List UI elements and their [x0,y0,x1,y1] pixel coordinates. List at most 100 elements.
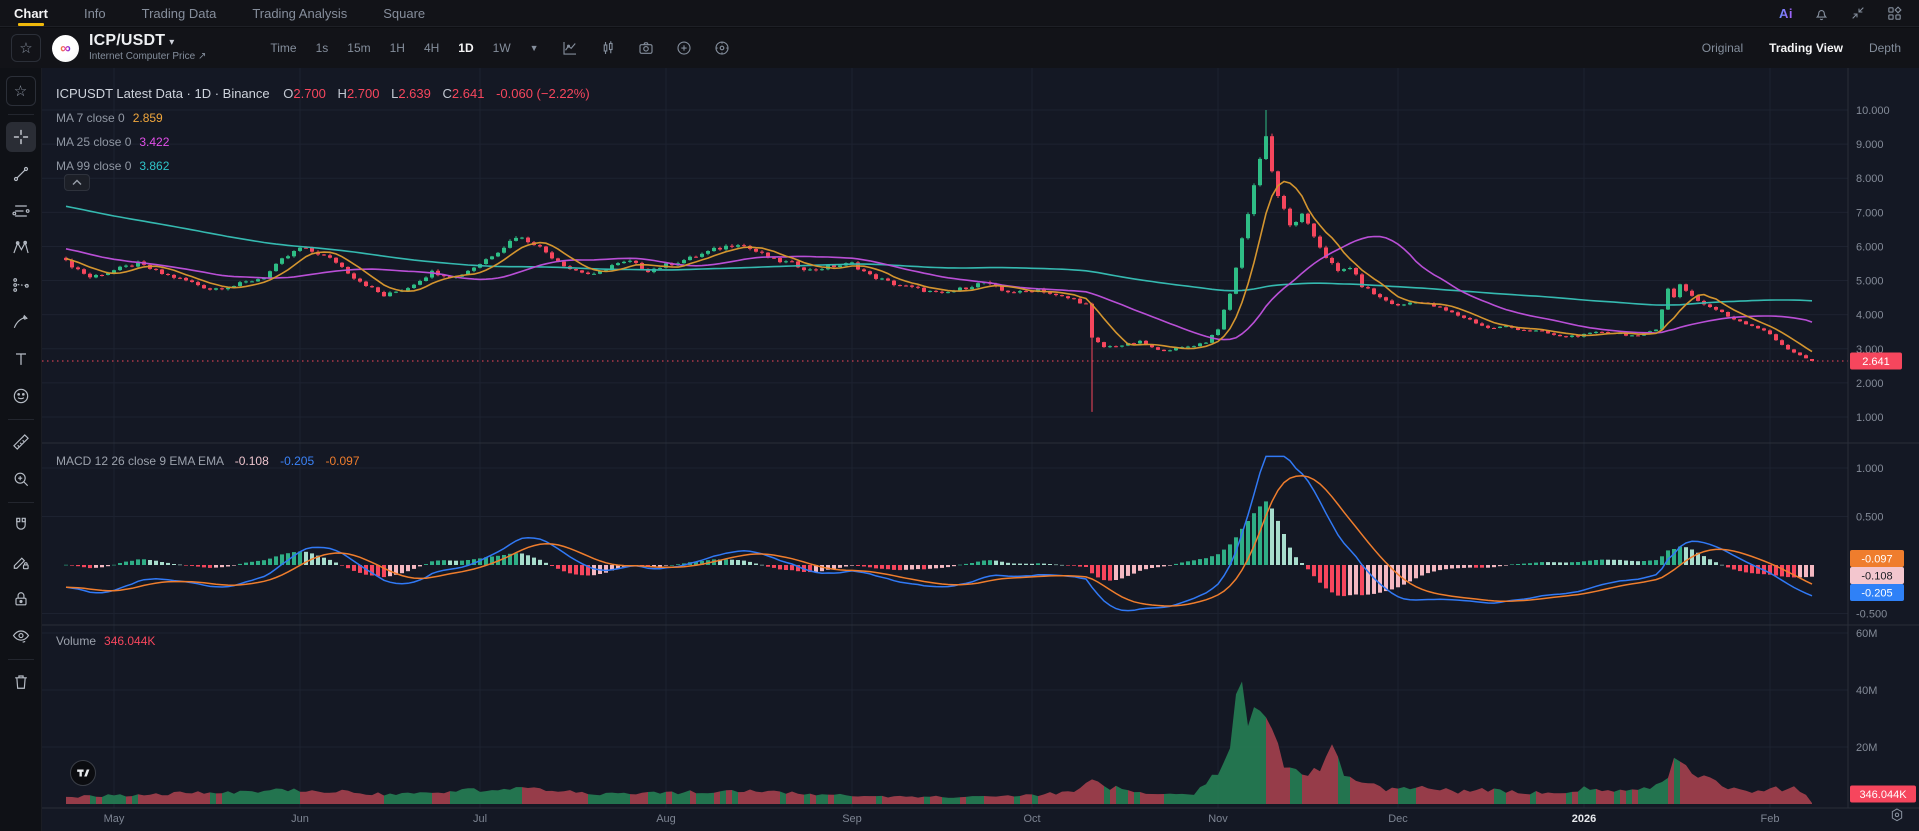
svg-text:20M: 20M [1856,742,1877,754]
chart-canvas[interactable]: 10.0009.0008.0007.0006.0005.0004.0003.00… [42,68,1919,831]
chart-container[interactable]: 10.000 9.000 8.000 7.000 6.000 5.000 4.000 3.00… [42,68,1919,831]
add-indicator-icon[interactable] [675,39,693,57]
svg-text:1.000: 1.000 [1856,463,1884,475]
svg-text:-0.205: -0.205 [1861,588,1892,600]
magnet-tool-icon[interactable] [6,510,36,540]
interval-time[interactable]: Time [270,41,297,55]
collapse-window-icon[interactable] [1850,5,1866,21]
svg-text:6.000: 6.000 [1856,241,1884,253]
axis-badge: 2.641 [1850,352,1902,370]
svg-text:Oct: Oct [1023,813,1040,825]
zoom-in-tool-icon[interactable] [6,464,36,494]
collapse-indicators-button[interactable] [64,174,90,191]
svg-text:Nov: Nov [1208,813,1228,825]
ma99-legend[interactable]: MA 99 close 0 3.862 [56,159,170,173]
ma7-legend[interactable]: MA 7 close 0 2.859 [56,111,163,125]
xabcd-pattern-tool-icon[interactable] [6,233,36,263]
svg-text:346.044K: 346.044K [1859,789,1907,801]
lock-all-tool-icon[interactable] [6,584,36,614]
remove-drawings-trash-icon[interactable] [6,667,36,697]
svg-text:-0.500: -0.500 [1856,609,1887,621]
ohlc-values: O2.700 H2.700 L2.639 C2.641 -0.060 (−2.2… [283,86,590,101]
volume-series [66,681,1812,804]
ruler-tool-icon[interactable] [6,427,36,457]
crosshair-tool-icon[interactable] [5,122,36,152]
symbol-name[interactable]: ICP/USDT [89,32,166,50]
interval-1d[interactable]: 1D [458,41,474,55]
ma7-line [65,180,1813,353]
chart-style-icon[interactable] [561,39,579,57]
legend-title: ICPUSDT Latest Data · 1D · Binance [56,86,270,101]
view-tab-trading-view[interactable]: Trading View [1769,41,1843,55]
interval-1s[interactable]: 1s [315,41,329,55]
axis-badge: -0.205 [1850,584,1904,601]
svg-text:-0.097: -0.097 [1861,554,1892,566]
ma99-line [65,205,1813,306]
macd-signal-line [65,475,1813,607]
chart-legend[interactable]: ICPUSDT Latest Data · 1D · Binance O2.70… [56,86,590,101]
symbol-toolbar: ☆ ∞ ICP/USDT ▾ Internet Computer Price ↗ … [0,28,1919,68]
ma25-legend[interactable]: MA 25 close 0 3.422 [56,135,170,149]
interval-4h[interactable]: 4H [423,41,440,55]
top-nav-tabs: Chart Info Trading Data Trading Analysis… [14,0,425,26]
interval-15m[interactable]: 15m [347,41,371,55]
svg-text:-0.108: -0.108 [1861,571,1892,583]
volume-legend[interactable]: Volume 346.044K [56,634,156,648]
interval-selector: Time 1s 15m 1H 4H 1D 1W ▼ [270,41,538,55]
symbol-description[interactable]: Internet Computer Price ↗ [89,51,207,63]
axis-badge: -0.108 [1850,567,1904,584]
brush-tool-icon[interactable] [6,307,36,337]
forecast-tool-icon[interactable] [6,270,36,300]
svg-text:Sep: Sep [842,813,862,825]
chart-settings-icon[interactable] [713,39,731,57]
ai-assistant-button[interactable]: Ai [1779,5,1793,21]
interval-1w[interactable]: 1W [492,41,511,55]
svg-text:May: May [104,813,125,825]
tools-favorites-star-icon[interactable]: ☆ [5,76,36,106]
emoji-tool-icon[interactable] [6,381,36,411]
axis-settings-gear-icon[interactable] [1889,807,1905,828]
axis-badge: 346.044K [1850,785,1916,803]
interval-1h[interactable]: 1H [389,41,405,55]
symbol-block[interactable]: ICP/USDT ▾ Internet Computer Price ↗ [89,32,207,63]
svg-text:Aug: Aug [656,813,676,825]
nav-tab-square[interactable]: Square [383,5,426,21]
svg-text:Dec: Dec [1388,813,1408,825]
svg-text:2.641: 2.641 [1862,356,1890,368]
tradingview-logo[interactable] [70,760,96,786]
nav-tab-chart[interactable]: Chart [14,0,48,26]
fib-retracement-tool-icon[interactable] [6,196,36,226]
view-tab-original[interactable]: Original [1701,41,1744,55]
icp-coin-logo: ∞ [52,34,79,62]
notifications-bell-icon[interactable] [1813,5,1830,22]
macd-line [65,455,1813,612]
svg-text:2026: 2026 [1572,813,1596,825]
interval-more-caret[interactable]: ▼ [529,43,539,53]
nav-tab-trading-data[interactable]: Trading Data [141,5,217,21]
nav-tab-info[interactable]: Info [83,5,106,21]
svg-text:5.000: 5.000 [1856,276,1884,288]
svg-text:4.000: 4.000 [1856,310,1884,322]
svg-text:60M: 60M [1856,628,1877,640]
symbol-dropdown-caret[interactable]: ▾ [169,37,175,49]
top-navigation: Chart Info Trading Data Trading Analysis… [0,0,1919,27]
axis-badge: -0.097 [1850,550,1904,567]
apps-grid-icon[interactable] [1886,5,1903,22]
hide-drawings-eye-icon[interactable] [6,621,36,651]
svg-text:2.000: 2.000 [1856,378,1884,390]
screenshot-camera-icon[interactable] [637,39,655,57]
svg-text:1.000: 1.000 [1856,412,1884,424]
view-tab-depth[interactable]: Depth [1868,41,1901,55]
candles-compare-icon[interactable] [599,39,617,57]
macd-legend[interactable]: MACD 12 26 close 9 EMA EMA -0.108 -0.205… [56,454,360,468]
favorite-star-button[interactable]: ☆ [11,34,41,62]
trend-line-tool-icon[interactable] [6,159,36,189]
draw-lock-tool-icon[interactable] [6,547,36,577]
svg-text:40M: 40M [1856,685,1877,697]
drawing-tools-rail: ☆ [0,68,42,831]
nav-tab-trading-analysis[interactable]: Trading Analysis [252,5,348,21]
svg-text:Jul: Jul [473,813,487,825]
svg-text:0.500: 0.500 [1856,512,1884,524]
text-tool-icon[interactable] [6,344,36,374]
